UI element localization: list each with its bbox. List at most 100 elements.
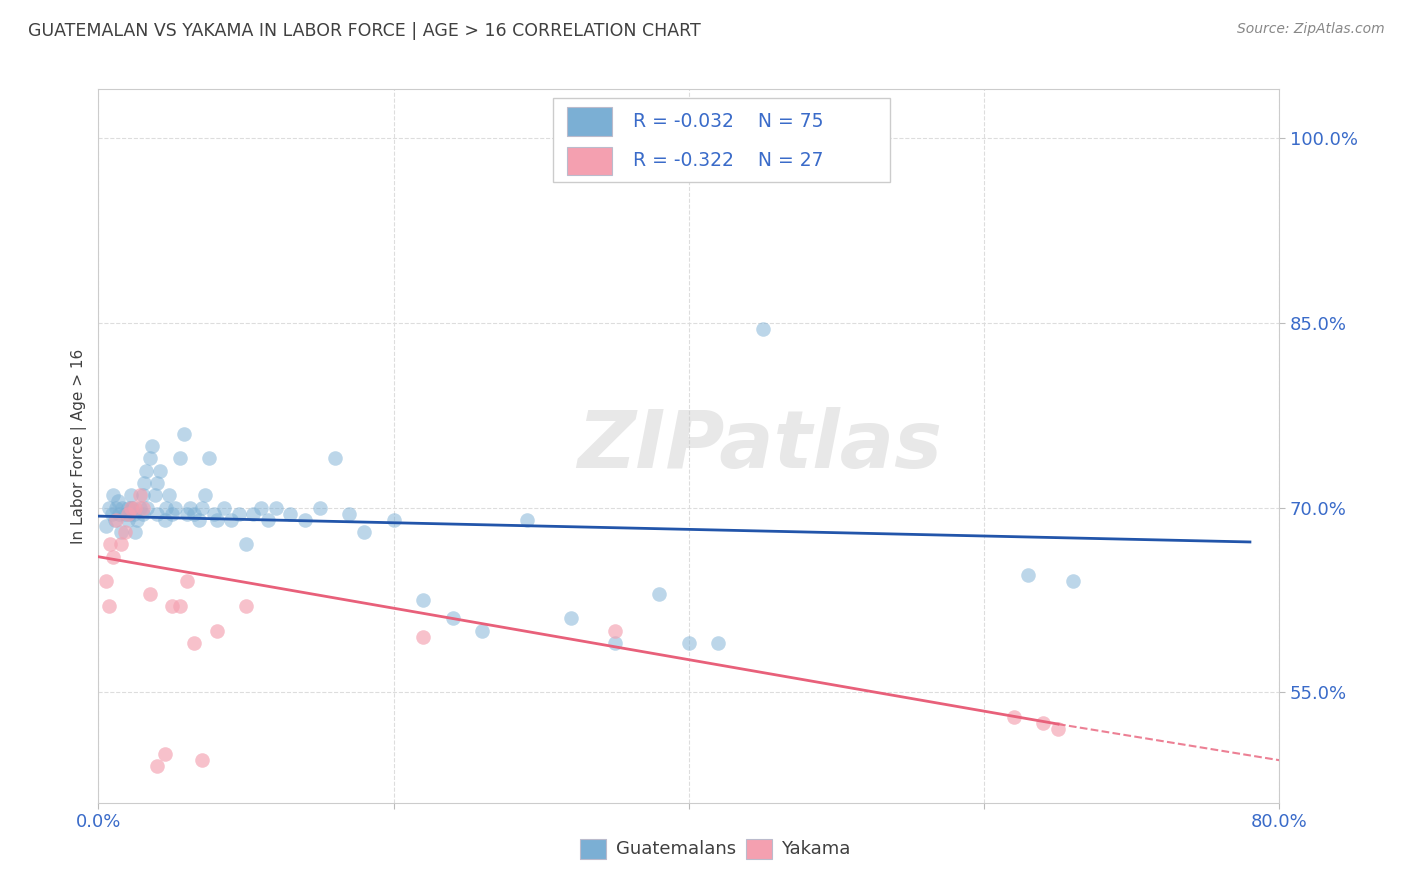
Text: Source: ZipAtlas.com: Source: ZipAtlas.com [1237,22,1385,37]
Point [337,507,360,521]
Point [235,537,257,551]
FancyBboxPatch shape [553,98,890,182]
Point [97,500,120,515]
Point [176,507,198,521]
Point [105,500,128,515]
Point [212,500,235,515]
Point [205,624,228,638]
Point [1017,568,1039,582]
Point [515,513,537,527]
Point [169,599,191,613]
Point [149,464,172,478]
Point [153,747,176,761]
Point [169,451,191,466]
Point [117,513,139,527]
Point [162,599,183,613]
Point [1046,722,1069,736]
Point [294,513,316,527]
Point [707,636,730,650]
Point [278,507,302,521]
Point [136,500,159,515]
Point [382,513,405,527]
Point [157,488,180,502]
Point [162,507,183,521]
Point [139,587,162,601]
Point [219,513,242,527]
Point [139,451,162,466]
Point [111,500,134,515]
Point [257,513,280,527]
Point [202,507,225,521]
Point [471,624,494,638]
Point [120,500,142,515]
Point [191,753,214,767]
Text: ZIPatlas: ZIPatlas [578,407,942,485]
Point [264,500,287,515]
Point [146,759,169,773]
Bar [745,839,772,859]
Point [132,500,155,515]
Point [100,507,122,521]
Point [114,525,136,540]
Point [97,599,120,613]
Point [155,500,177,515]
Point [110,525,132,540]
Point [191,500,214,515]
Y-axis label: In Labor Force | Age > 16: In Labor Force | Age > 16 [72,349,87,543]
Point [118,507,141,521]
Point [135,464,157,478]
Point [751,322,773,336]
Point [94,519,117,533]
Point [560,611,582,625]
Point [143,488,166,502]
Bar [567,146,612,175]
Point [125,513,148,527]
Point [309,500,332,515]
Point [120,500,142,515]
Point [1062,574,1084,589]
Point [128,500,150,515]
Point [605,624,627,638]
Point [117,500,139,515]
Point [198,451,221,466]
Point [250,500,273,515]
Point [1002,709,1025,723]
Point [412,630,434,644]
Bar [581,839,606,859]
Point [146,475,169,490]
Point [128,488,150,502]
Point [165,500,187,515]
Bar [567,107,612,136]
Text: R = -0.032    N = 75: R = -0.032 N = 75 [634,112,824,131]
Point [183,507,205,521]
Point [132,507,155,521]
Point [124,525,146,540]
Point [187,513,209,527]
Point [108,507,131,521]
Point [183,636,205,650]
Point [605,636,627,650]
Point [141,439,163,453]
Point [441,611,464,625]
Point [678,636,700,650]
Point [1032,715,1054,730]
Point [323,451,346,466]
Point [235,599,257,613]
Point [107,494,129,508]
Point [134,475,156,490]
Text: Guatemalans: Guatemalans [616,840,735,858]
Point [98,537,121,551]
Point [173,426,195,441]
Point [110,537,132,551]
Point [103,488,125,502]
Point [242,507,264,521]
Point [176,574,198,589]
Point [205,513,228,527]
Point [114,507,136,521]
Point [94,574,117,589]
Text: R = -0.322    N = 27: R = -0.322 N = 27 [634,152,824,170]
Point [179,500,201,515]
Text: Yakama: Yakama [782,840,851,858]
Point [153,513,176,527]
Point [124,500,146,515]
